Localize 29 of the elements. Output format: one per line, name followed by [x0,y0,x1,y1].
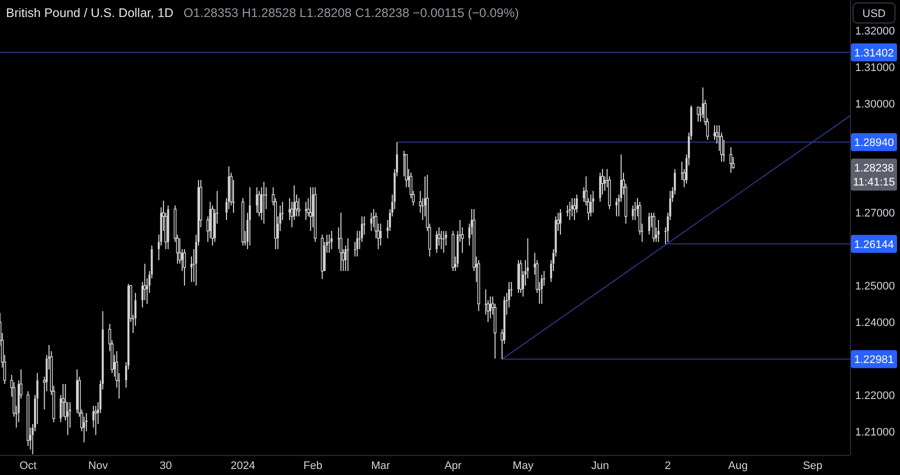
x-tick-label: May [512,460,534,472]
text: British Pound / U.S. Dollar, 1D [6,6,174,20]
y-tick-label: 1.32000 [855,26,895,38]
data-label: 1.28940 [854,137,894,150]
x-tick-label: Nov [88,460,108,472]
ref-line-label: 1.31402 [854,47,894,60]
x-tick-label: Mar [371,460,390,472]
x-tick-label: Oct [19,460,37,472]
text: 1.28238 [854,162,894,175]
x-tick-label: 2 [664,460,671,472]
x-tick-label: 2024 [230,460,256,472]
y-tick-label: 1.24000 [855,317,895,330]
x-tick-label: Apr [444,460,462,472]
x-tick-label: Aug [728,460,748,472]
x-tick-label: 30 [160,460,172,472]
y-tick-label: 1.25000 [855,280,895,293]
y-tick-label: 1.21000 [855,426,895,438]
y-tick-label: 1.31000 [855,62,895,74]
data-label: 1.26144 [854,238,894,251]
text: O1.28353 H1.28528 L1.28208 C1.28238 −0.00115 (−0.09%) [183,6,519,20]
y-axis-title: USD [862,8,886,20]
x-tick-label: Sep [802,460,822,472]
x-tick-label: Jun [591,460,610,472]
data-label: 1.22981 [854,354,894,366]
y-tick-label: 1.30000 [855,98,895,110]
y-tick-label: 1.27000 [855,208,895,220]
text: 11:41:15 [852,176,896,189]
y-tick-label: 1.22000 [855,390,895,402]
x-tick-label: Feb [303,460,322,472]
